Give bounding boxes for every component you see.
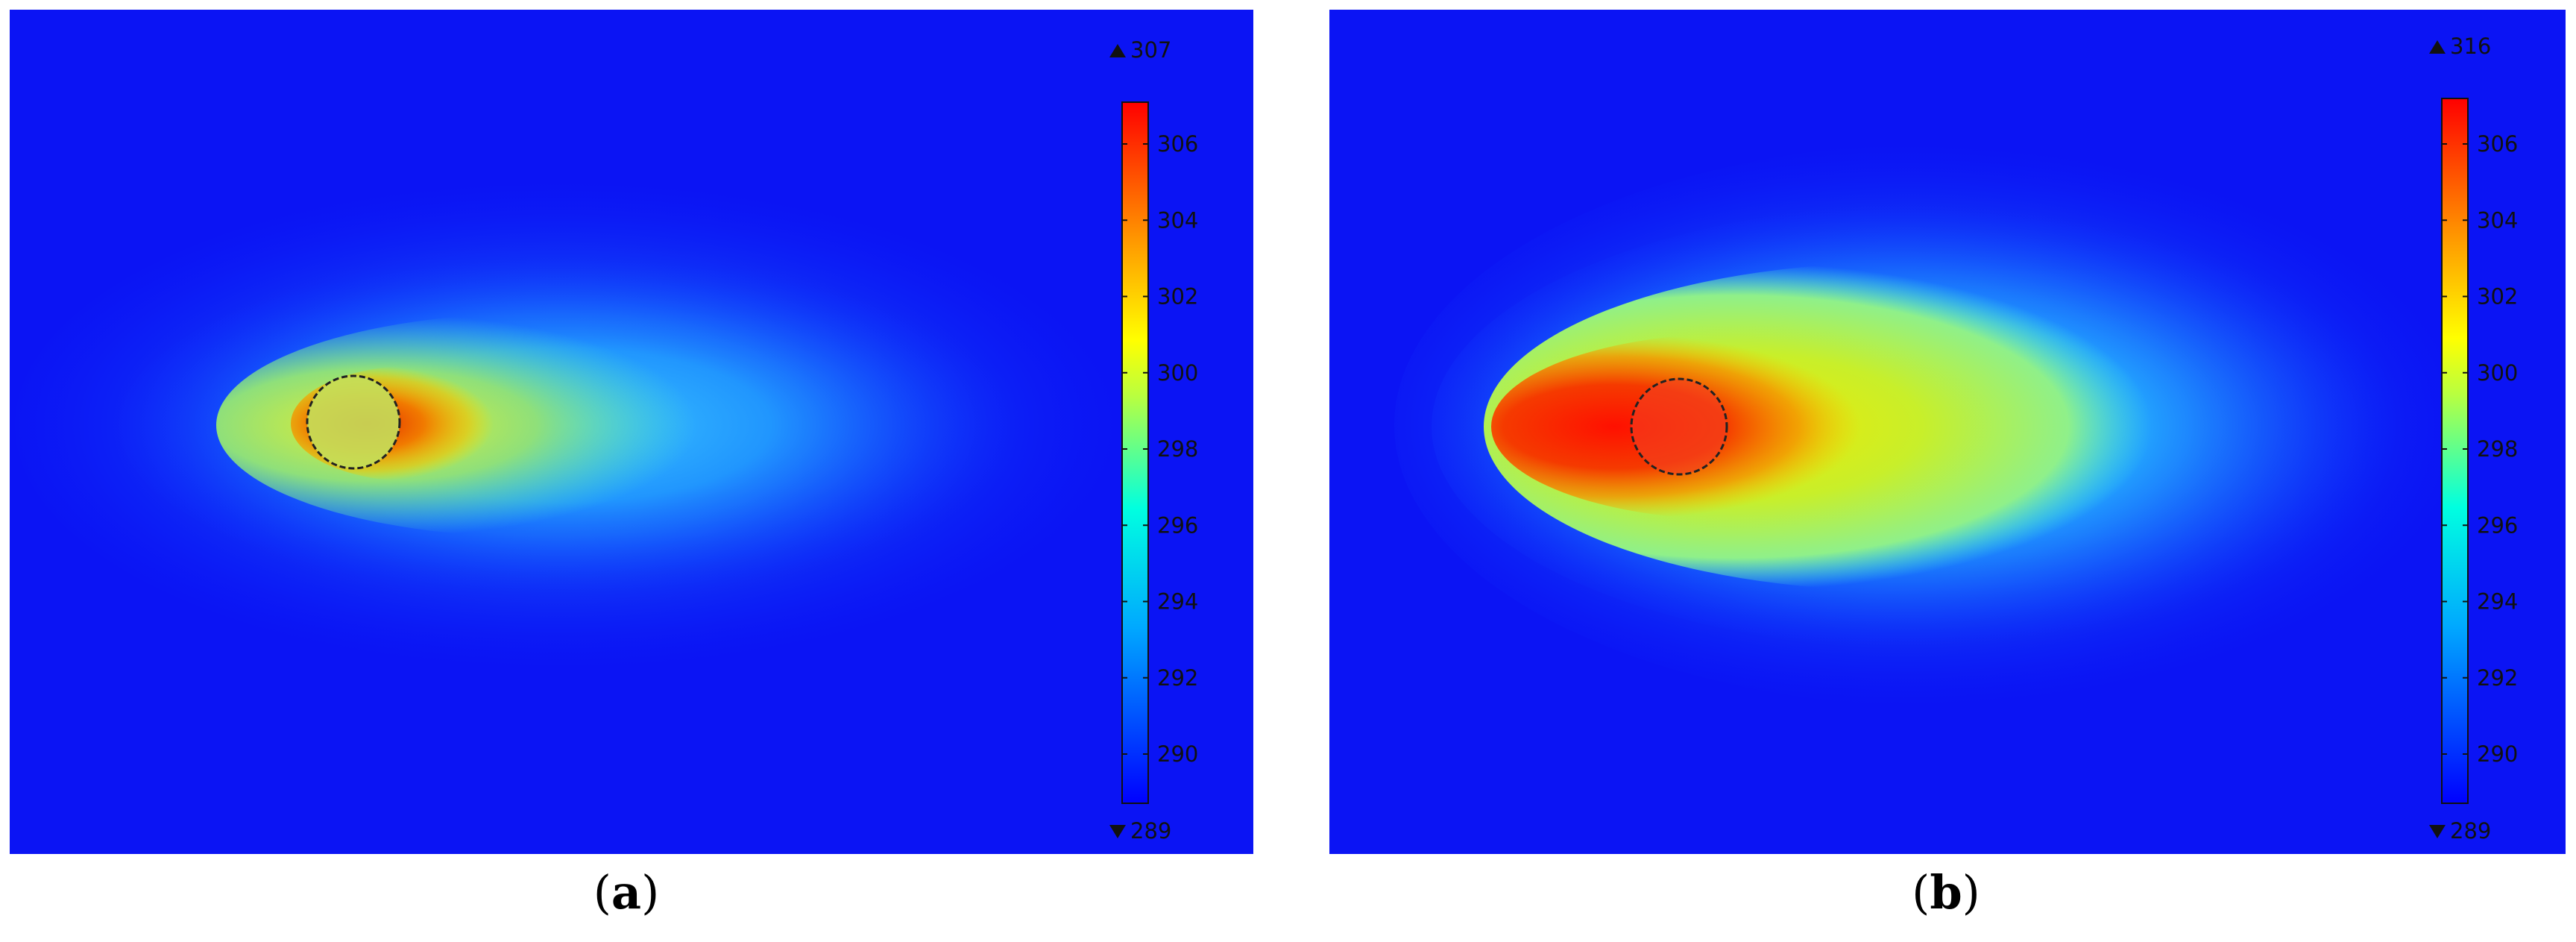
colorbar-tick-label-a: 306 <box>1157 131 1198 157</box>
cylinder-outline-b <box>1630 377 1728 476</box>
colorbar-max-label-b: 316 <box>2450 34 2491 59</box>
colorbar-tick-label-b: 304 <box>2477 207 2518 233</box>
panel-b: 316 289 306 304 302 300 298 296 294 292 290 (b) <box>1320 0 2576 942</box>
colorbar-ticks-b: 306 304 302 300 298 296 294 292 290 <box>2442 131 2518 767</box>
caption-open-a: ( <box>593 865 611 920</box>
caption-b: (b) <box>1834 865 2058 920</box>
caption-close-b: ) <box>1962 865 1980 920</box>
colorbar-b <box>2441 98 2469 804</box>
heatmap-a: 307 289 306 304 302 300 298 296 294 292 290 <box>10 10 1253 854</box>
panel-a: 307 289 306 304 302 300 298 296 294 292 290 (a) <box>0 0 1260 942</box>
colorbar-tick-label-a: 304 <box>1157 207 1198 233</box>
colorbar-tick-label-a: 302 <box>1157 284 1198 310</box>
cylinder-fill-b <box>1631 379 1727 474</box>
colorbar-min-label-a: 289 <box>1130 818 1171 844</box>
min-marker-icon-b <box>2429 825 2446 838</box>
max-marker-icon-a <box>1109 44 1126 57</box>
colorbar-tick-label-b: 292 <box>2477 665 2518 691</box>
colorbar-a <box>1121 101 1149 804</box>
colorbar-tick-label-a: 292 <box>1157 665 1198 691</box>
colorbar-tick-label-b: 306 <box>2477 131 2518 157</box>
colorbar-tick-label-b: 300 <box>2477 360 2518 386</box>
plume-hot-b <box>1491 333 1983 520</box>
colorbar-tick-label-a: 298 <box>1157 436 1198 462</box>
caption-close-a: ) <box>641 865 660 920</box>
heatmap-b: 316 289 306 304 302 300 298 296 294 292 290 <box>1329 10 2566 854</box>
min-marker-icon-a <box>1109 825 1126 838</box>
colorbar-tick-label-a: 296 <box>1157 512 1198 538</box>
colorbar-tick-label-b: 290 <box>2477 741 2518 767</box>
colorbar-tick-label-b: 298 <box>2477 436 2518 462</box>
colorbar-min-label-b: 289 <box>2450 818 2491 844</box>
colorbar-tick-label-b: 296 <box>2477 512 2518 538</box>
colorbar-tick-label-a: 300 <box>1157 360 1198 386</box>
colorbar-tick-label-a: 294 <box>1157 589 1198 615</box>
caption-open-b: ( <box>1912 865 1930 920</box>
colorbar-tick-label-b: 302 <box>2477 284 2518 310</box>
caption-letter-a: a <box>611 865 642 920</box>
caption-letter-b: b <box>1930 865 1962 920</box>
colorbar-tick-label-b: 294 <box>2477 589 2518 615</box>
colorbar-tick-label-a: 290 <box>1157 741 1198 767</box>
max-marker-icon-b <box>2429 40 2446 54</box>
colorbar-ticks-a: 306 304 302 300 298 296 294 292 290 <box>1122 131 1198 767</box>
cylinder-fill-a <box>307 376 400 468</box>
cylinder-outline-a <box>306 374 401 470</box>
colorbar-max-label-a: 307 <box>1130 37 1171 63</box>
caption-a: (a) <box>514 865 738 920</box>
